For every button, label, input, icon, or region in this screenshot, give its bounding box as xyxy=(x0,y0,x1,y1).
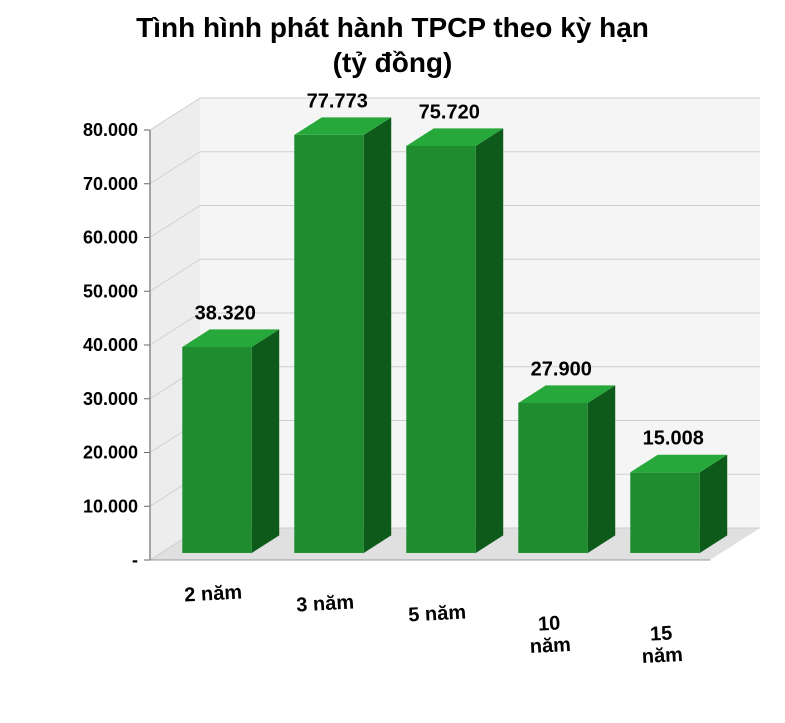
y-tick-label: 20.000 xyxy=(83,443,138,463)
category-label: 10năm xyxy=(528,612,571,658)
bar-front xyxy=(294,135,363,553)
y-tick-label: 80.000 xyxy=(83,120,138,140)
bar-value-label: 15.008 xyxy=(643,428,704,450)
category-label: 2 năm xyxy=(184,582,243,607)
category-label: 5 năm xyxy=(408,602,467,627)
y-tick-label: 10.000 xyxy=(83,496,138,516)
bar-value-label: 77.773 xyxy=(307,90,368,112)
y-tick-label: 70.000 xyxy=(83,174,138,194)
bar-value-label: 75.720 xyxy=(419,101,480,123)
bar-front xyxy=(406,146,475,553)
bar-value-label: 38.320 xyxy=(195,302,256,324)
title-line-1: Tình hình phát hành TPCP theo kỳ hạn xyxy=(136,12,649,43)
bar-side xyxy=(252,329,280,553)
bar-front xyxy=(182,347,251,553)
bar-value-label: 27.900 xyxy=(531,358,592,380)
bar-front xyxy=(518,403,587,553)
y-tick-label: 30.000 xyxy=(83,389,138,409)
y-tick-label: - xyxy=(132,550,138,570)
y-tick-label: 40.000 xyxy=(83,335,138,355)
y-tick-label: 50.000 xyxy=(83,281,138,301)
bar-side xyxy=(476,128,504,553)
chart-title: Tình hình phát hành TPCP theo kỳ hạn (tỷ… xyxy=(0,10,785,80)
chart-svg: - 10.000 20.000 30.000 40.000 50.000 60.000 70.… xyxy=(0,0,785,723)
bar-side xyxy=(588,385,616,553)
category-label: 15năm xyxy=(640,622,683,668)
y-tick-label: 60.000 xyxy=(83,228,138,248)
bar-front xyxy=(630,472,699,553)
title-line-2: (tỷ đồng) xyxy=(333,47,453,78)
category-label: 3 năm xyxy=(296,592,355,617)
bar-side xyxy=(364,117,392,553)
chart-container: Tình hình phát hành TPCP theo kỳ hạn (tỷ… xyxy=(0,0,785,723)
